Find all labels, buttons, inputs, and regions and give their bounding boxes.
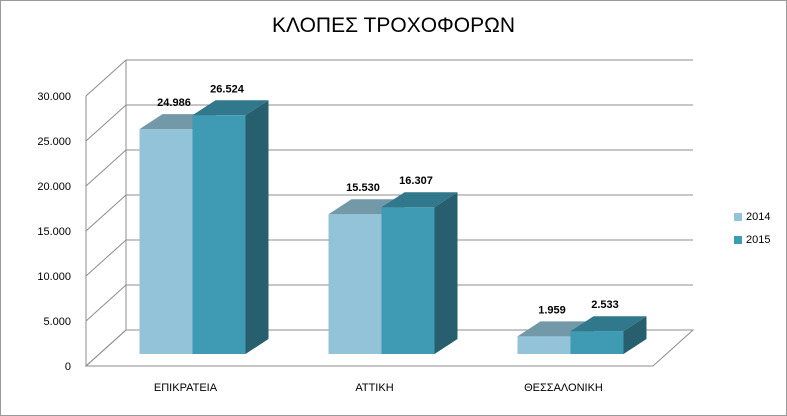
side-wall-gridline [85,284,127,322]
data-label-2015-0: 26.524 [210,83,245,95]
x-tick-label: ΑΤΤΙΚΗ [355,382,393,394]
data-label-2014-1: 15.530 [346,182,380,194]
bar-side-2015-2 [623,316,647,354]
y-tick-label: 5.000 [43,316,71,328]
side-wall-gridline [85,149,127,187]
bar-front-2014-1 [328,214,382,354]
legend-label-2014: 2014 [746,211,771,224]
legend-swatch-2014 [734,213,742,222]
bar-front-2014-2 [517,336,571,354]
chart-floor [84,329,695,367]
data-label-2015-1: 16.307 [399,175,433,187]
side-wall-gridline [85,239,127,277]
data-label-2014-2: 1.959 [538,304,566,316]
side-wall-gridline [85,59,127,97]
bar-top-2015-1 [381,192,458,208]
data-label-2015-2: 2.533 [591,299,619,311]
y-tick-label: 20.000 [37,181,71,193]
y-tick-label: 10.000 [37,271,71,283]
side-wall-gridline [85,104,127,142]
legend-swatch-2015 [734,236,742,245]
bar-front-2015-1 [381,207,435,354]
bar-side-2015-0 [245,100,269,354]
side-wall-gridline [85,194,127,232]
bar-side-2015-1 [434,192,458,354]
bar-front-2015-2 [570,331,624,354]
legend-item-2014: 2014 [734,211,770,223]
y-tick-label: 30.000 [37,91,71,103]
bar-top-2015-2 [570,316,647,332]
x-tick-label: ΕΠΙΚΡΑΤΕΙΑ [154,382,218,394]
y-tick-label: 15.000 [37,226,71,238]
y-tick-label: 25.000 [37,136,71,148]
legend-label-2015: 2015 [746,234,771,247]
chart-title: ΚΛΟΠΕΣ ΤΡΟΧΟΦΟΡΩΝ [271,14,515,37]
x-tick-label: ΘΕΣΣΑΛΟΝΙΚΗ [524,382,603,394]
legend-item-2015: 2015 [734,234,770,246]
bar-top-2015-0 [192,100,269,116]
y-tick-label: 0 [65,361,71,373]
data-label-2014-0: 24.986 [157,97,191,109]
bar-front-2014-0 [139,129,193,354]
bar-front-2015-0 [192,115,246,354]
